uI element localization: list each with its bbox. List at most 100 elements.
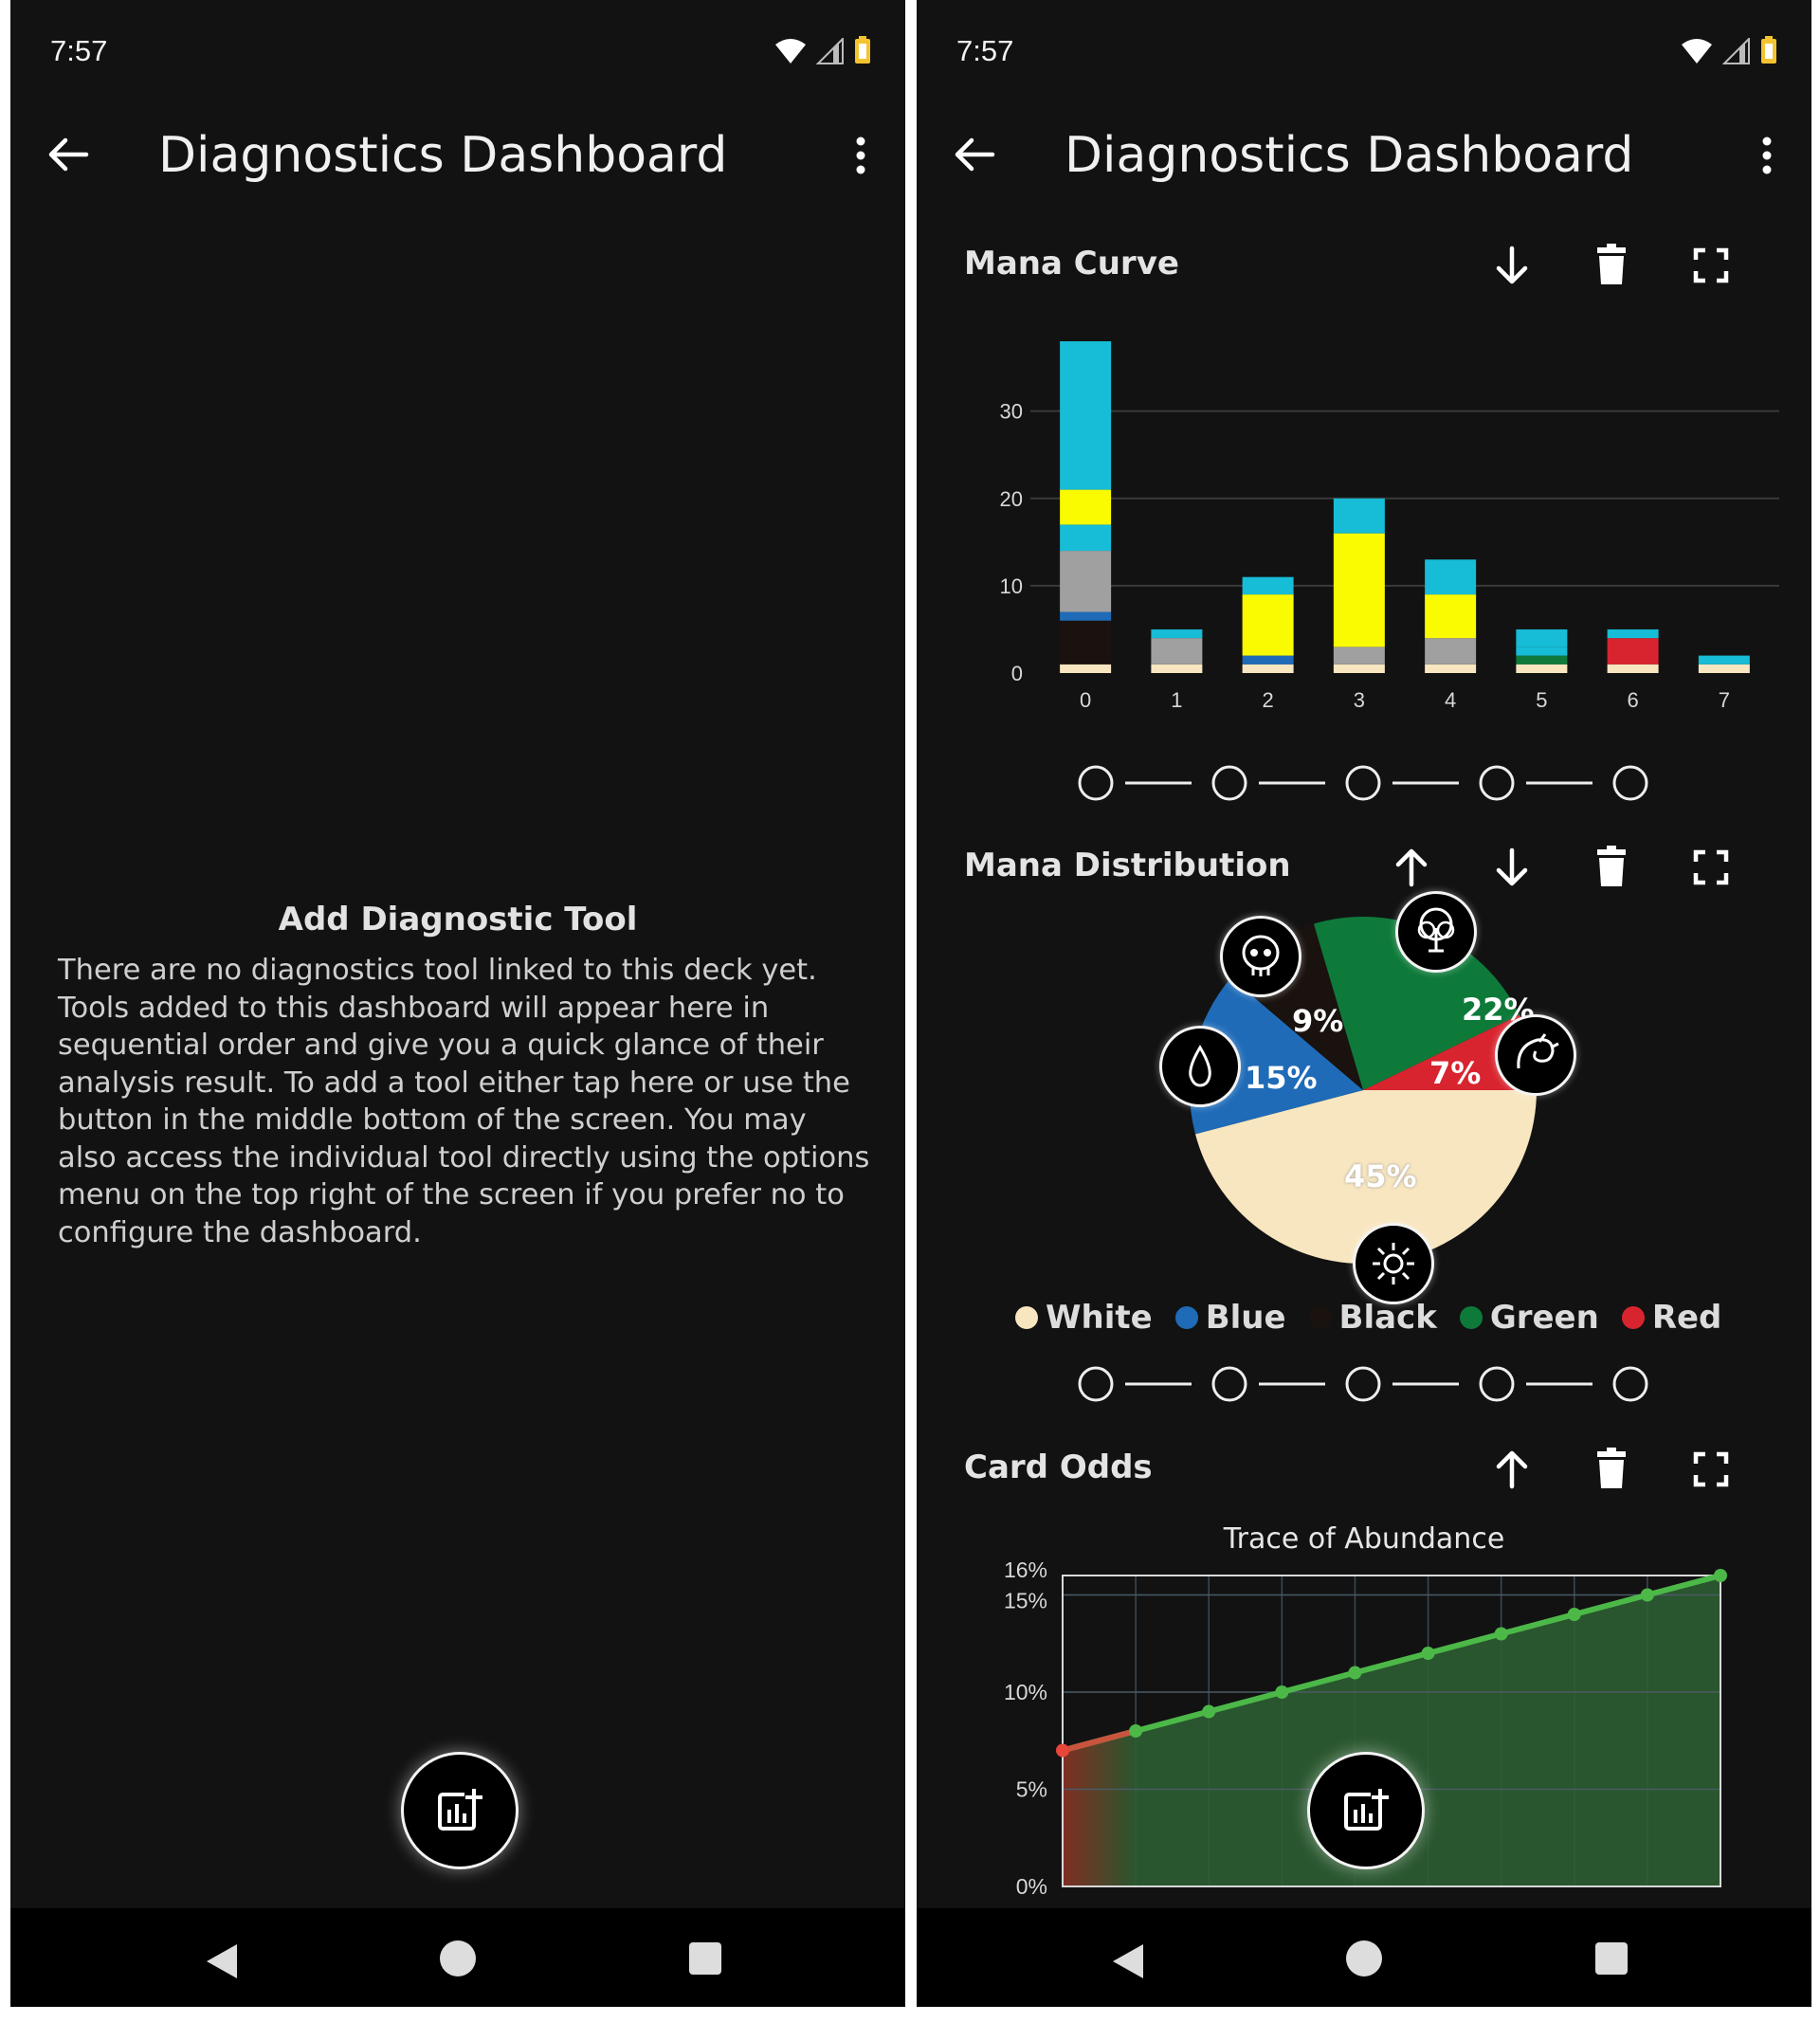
nav-recent-icon[interactable] xyxy=(1595,1942,1628,1975)
mana-distribution-chart xyxy=(1190,917,1537,1264)
legend-swatch xyxy=(1015,1306,1038,1329)
stepper-dot[interactable] xyxy=(1612,765,1648,801)
bar-segment[interactable] xyxy=(1333,498,1385,534)
bar-segment[interactable] xyxy=(1242,655,1294,665)
bar-segment[interactable] xyxy=(1425,664,1477,673)
bar-segment[interactable] xyxy=(1425,594,1477,639)
bar-segment[interactable] xyxy=(1060,524,1112,552)
data-point[interactable] xyxy=(1129,1724,1143,1738)
bar-segment[interactable] xyxy=(1607,664,1659,673)
bar-segment[interactable] xyxy=(1425,559,1477,595)
stepper-dot[interactable] xyxy=(1078,765,1114,801)
back-arrow-icon[interactable] xyxy=(46,133,90,176)
nav-home-icon[interactable] xyxy=(1346,1940,1382,1976)
legend-item-green[interactable]: Green xyxy=(1459,1299,1599,1337)
stepper-dot[interactable] xyxy=(1612,1366,1648,1402)
data-point[interactable] xyxy=(1640,1588,1654,1602)
bar-segment[interactable] xyxy=(1060,489,1112,525)
nav-recent-icon[interactable] xyxy=(689,1942,721,1975)
legend-item-white[interactable]: White xyxy=(1015,1299,1153,1337)
bar-segment[interactable] xyxy=(1242,576,1294,595)
nav-back-icon[interactable] xyxy=(205,1942,239,1980)
battery-icon xyxy=(1761,36,1776,64)
bar-segment[interactable] xyxy=(1516,628,1568,647)
arrow-up-icon[interactable] xyxy=(1389,845,1434,890)
fullscreen-icon[interactable] xyxy=(1688,1447,1734,1492)
legend-item-black[interactable]: Black xyxy=(1308,1299,1437,1337)
status-icons xyxy=(774,36,871,64)
wifi-icon xyxy=(775,39,806,64)
more-vert-icon[interactable] xyxy=(854,137,867,174)
bar-segment[interactable] xyxy=(1242,594,1294,656)
bar-segment[interactable] xyxy=(1060,341,1112,490)
bar-segment[interactable] xyxy=(1333,533,1385,647)
bar-segment[interactable] xyxy=(1151,628,1203,639)
odds-chart-title: Trace of Abundance xyxy=(1223,1522,1505,1556)
stepper-dot[interactable] xyxy=(1479,765,1515,801)
arrow-down-icon[interactable] xyxy=(1489,243,1535,288)
bar-segment[interactable] xyxy=(1425,638,1477,665)
mana-curve-chart: 0 10 20 30 0 1 2 3 4 5 6 7 xyxy=(1000,341,1779,712)
data-point[interactable] xyxy=(1421,1647,1435,1660)
pie-slice-red[interactable] xyxy=(1363,1014,1537,1090)
arrow-up-icon[interactable] xyxy=(1489,1447,1535,1492)
stepper-dot[interactable] xyxy=(1211,1366,1247,1402)
data-point[interactable] xyxy=(1202,1704,1216,1719)
mana-curve-stepper[interactable] xyxy=(917,764,1811,802)
delete-icon[interactable] xyxy=(1589,1447,1634,1492)
bar-segment[interactable] xyxy=(1333,647,1385,665)
y-tick-label: 20 xyxy=(1000,487,1023,511)
phone-screen-left: 7:57 Diagnostics Dashboard Add Diagnosti… xyxy=(10,0,905,2007)
more-vert-icon[interactable] xyxy=(1760,137,1774,174)
add-tool-button[interactable] xyxy=(401,1752,519,1869)
data-point[interactable] xyxy=(1348,1666,1362,1680)
data-point[interactable] xyxy=(1494,1627,1508,1641)
add-tool-button[interactable] xyxy=(1307,1752,1425,1869)
bar-segment[interactable] xyxy=(1698,664,1750,673)
back-arrow-icon[interactable] xyxy=(953,133,996,176)
pie-slice-green[interactable] xyxy=(1313,917,1520,1090)
y-tick-label: 0% xyxy=(1016,1874,1047,1899)
stepper-dot[interactable] xyxy=(1345,765,1381,801)
stepper-dot[interactable] xyxy=(1345,1366,1381,1402)
stepper-dot[interactable] xyxy=(1078,1366,1114,1402)
stepper-dot[interactable] xyxy=(1211,765,1247,801)
bar-segment[interactable] xyxy=(1333,664,1385,673)
bar-segment[interactable] xyxy=(1242,664,1294,673)
water-drop-icon xyxy=(1159,1026,1241,1107)
fullscreen-icon[interactable] xyxy=(1688,243,1734,288)
bar-segment[interactable] xyxy=(1060,611,1112,621)
data-point[interactable] xyxy=(1567,1608,1581,1621)
pie-slice-blue[interactable] xyxy=(1190,977,1363,1135)
arrow-down-icon[interactable] xyxy=(1489,845,1535,890)
data-point[interactable] xyxy=(1275,1685,1289,1699)
pie-label-red: 7% xyxy=(1429,1055,1482,1091)
delete-icon[interactable] xyxy=(1589,243,1634,288)
bar-segment[interactable] xyxy=(1516,664,1568,673)
pie-slice-white[interactable] xyxy=(1194,1090,1537,1264)
legend-item-red[interactable]: Red xyxy=(1621,1299,1721,1337)
bar-segment[interactable] xyxy=(1607,628,1659,639)
bar-segment[interactable] xyxy=(1151,664,1203,673)
bar-segment[interactable] xyxy=(1060,551,1112,612)
empty-state-body[interactable]: There are no diagnostics tool linked to … xyxy=(58,954,870,1249)
stepper-dot[interactable] xyxy=(1479,1366,1515,1402)
bar-segment[interactable] xyxy=(1516,647,1568,656)
nav-home-icon[interactable] xyxy=(440,1940,476,1976)
delete-icon[interactable] xyxy=(1589,845,1634,890)
bar-segment[interactable] xyxy=(1607,638,1659,665)
legend-item-blue[interactable]: Blue xyxy=(1174,1299,1286,1337)
add-chart-icon xyxy=(438,1789,483,1831)
bar-segment[interactable] xyxy=(1060,664,1112,673)
bar-segment[interactable] xyxy=(1698,655,1750,665)
data-point[interactable] xyxy=(1056,1743,1069,1758)
mana-distribution-stepper[interactable] xyxy=(917,1365,1811,1403)
nav-back-icon[interactable] xyxy=(1111,1942,1145,1980)
x-tick-label: 5 xyxy=(1536,688,1547,712)
fullscreen-icon[interactable] xyxy=(1688,845,1734,890)
empty-state-title[interactable]: Add Diagnostic Tool xyxy=(278,901,638,938)
data-point[interactable] xyxy=(1714,1569,1727,1582)
bar-segment[interactable] xyxy=(1060,620,1112,665)
bar-segment[interactable] xyxy=(1516,655,1568,665)
bar-segment[interactable] xyxy=(1151,638,1203,665)
